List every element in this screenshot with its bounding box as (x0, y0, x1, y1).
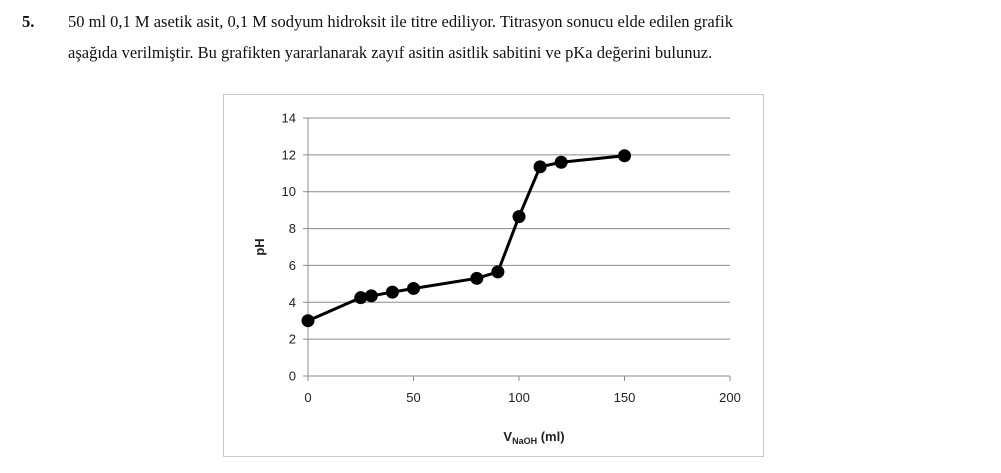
y-tick-label: 0 (289, 369, 296, 384)
y-tick-label: 14 (282, 111, 296, 126)
question-text-line-2: aşağıda verilmiştir. Bu grafikten yararl… (68, 43, 713, 62)
x-tick-label: 100 (508, 390, 530, 405)
data-point (301, 314, 315, 328)
y-axis-label: pH (252, 238, 267, 255)
data-point (407, 281, 420, 295)
chart-svg: 0 2 4 6 8 10 12 14 0 50 100 150 200 pH VNaOH (ml) (252, 111, 741, 447)
data-point (491, 265, 505, 279)
x-tick-label: 0 (304, 390, 311, 405)
chart-axes (303, 117, 731, 381)
data-points (301, 149, 631, 328)
y-tick-label: 8 (289, 221, 296, 236)
y-tick-label: 10 (282, 184, 296, 199)
titration-chart: 0 2 4 6 8 10 12 14 0 50 100 150 200 pH VNaOH (ml) (223, 94, 764, 457)
y-tick-label: 4 (289, 295, 296, 310)
x-axis-label-subscript: NaOH (512, 436, 537, 446)
data-point (618, 149, 631, 163)
y-tick-labels: 0 2 4 6 8 10 12 14 (282, 111, 296, 384)
data-point (533, 160, 547, 174)
x-tick-label: 50 (406, 390, 420, 405)
x-tick-labels: 0 50 100 150 200 (304, 390, 740, 405)
data-point (512, 210, 526, 224)
data-point (364, 289, 378, 303)
question-text-line-1: 50 ml 0,1 M asetik asit, 0,1 M sodyum hi… (68, 12, 733, 31)
data-point (385, 285, 399, 299)
data-point (470, 271, 484, 285)
x-tick-label: 150 (614, 390, 636, 405)
chart-gridlines (308, 117, 730, 340)
y-tick-label: 6 (289, 258, 296, 273)
data-point (554, 155, 568, 169)
x-tick-label: 200 (719, 390, 741, 405)
x-axis-label-main: V (503, 429, 512, 444)
x-axis-label-suffix: (ml) (537, 429, 564, 444)
x-axis-label: VNaOH (ml) (503, 429, 564, 446)
y-tick-label: 2 (289, 332, 296, 347)
data-point (354, 291, 368, 305)
question-number: 5. (22, 12, 35, 31)
y-tick-label: 12 (282, 147, 296, 162)
